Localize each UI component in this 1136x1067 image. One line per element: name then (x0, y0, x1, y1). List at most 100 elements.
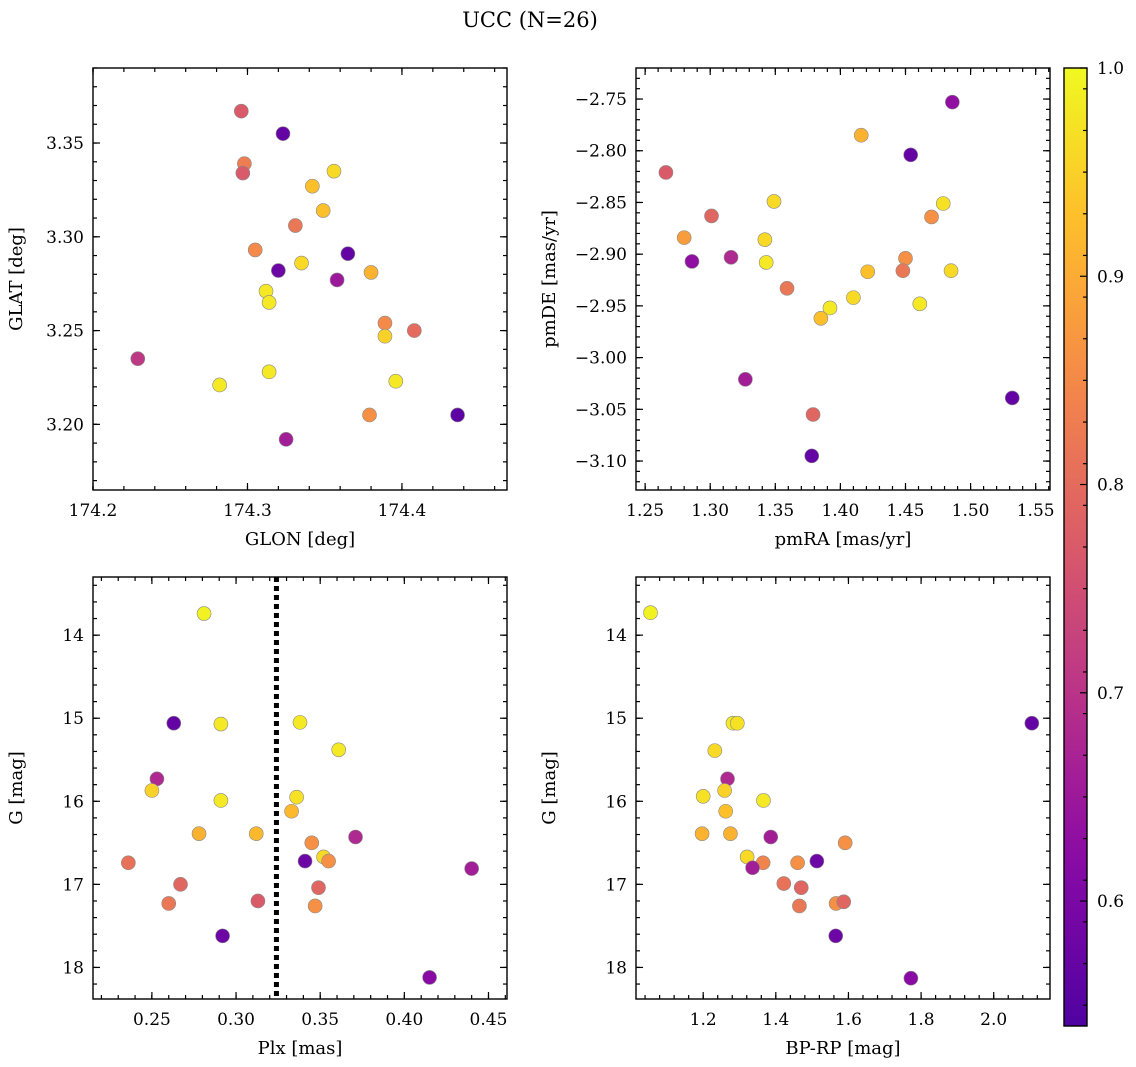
x-tick-label: 1.6 (835, 1010, 862, 1030)
x-tick-label: 0.35 (301, 1010, 339, 1030)
data-point (275, 126, 291, 141)
axes-frame (92, 576, 508, 1000)
data-point (248, 826, 264, 841)
data-point (853, 127, 869, 143)
data-point (718, 803, 734, 819)
data-point (191, 826, 207, 841)
data-point (793, 880, 809, 895)
data-point (809, 853, 825, 869)
data-point (340, 246, 356, 261)
data-point (213, 716, 229, 732)
data-point (326, 163, 342, 179)
data-point (813, 311, 829, 326)
data-point (377, 315, 393, 331)
x-tick-label: 0.25 (133, 1010, 171, 1030)
data-point (903, 147, 918, 163)
axes-frame (635, 576, 1051, 1000)
y-tick-label: −3.00 (575, 349, 627, 369)
data-point (161, 896, 177, 911)
data-point (694, 826, 710, 841)
x-tick-label: 174.3 (223, 501, 272, 521)
figure-title: UCC (N=26) (462, 8, 598, 32)
data-point (945, 94, 960, 110)
data-point (315, 203, 331, 218)
x-tick-label: 0.40 (385, 1010, 423, 1030)
data-point (271, 263, 286, 278)
x-tick-label: 174.2 (69, 501, 118, 521)
data-point (377, 328, 393, 344)
data-point (723, 826, 738, 841)
colorbar-tick-label: 1.0 (1097, 59, 1124, 79)
data-point (757, 232, 773, 247)
data-point (363, 265, 379, 280)
axes-frame (92, 67, 508, 491)
y-axis-label: G [mag] (539, 751, 560, 824)
colorbar-tick-label: 0.9 (1097, 267, 1124, 287)
data-point (779, 281, 795, 296)
y-tick-label: −2.75 (575, 90, 627, 110)
data-point (362, 407, 377, 423)
panel-cmd: 1.2 1.4 1.6 1.8 2.0 14 15 16 17 18 BP-RP [mag] G [m… (539, 576, 1051, 1059)
data-point (464, 861, 479, 876)
colorbar-gradient (1064, 68, 1087, 1026)
data-point (924, 209, 939, 225)
data-point (684, 254, 700, 269)
data-point (943, 263, 959, 279)
data-point (707, 743, 723, 758)
data-point (166, 715, 182, 731)
data-point (763, 829, 779, 845)
x-tick-label: 0.45 (470, 1010, 508, 1030)
y-tick-label: −2.85 (575, 193, 627, 213)
x-tick-label: 1.2 (690, 1010, 717, 1030)
data-point (307, 898, 323, 914)
data-point (407, 323, 422, 338)
y-tick-label: 3.20 (46, 415, 84, 435)
data-point (898, 251, 913, 266)
y-tick-label: 18 (605, 958, 627, 978)
x-tick-label: 174.4 (378, 501, 427, 521)
panels: 174.2 174.3 174.4 3.20 3.25 3.30 3.35 GLON [deg… (6, 67, 1055, 1059)
data-point (196, 606, 212, 621)
data-point (235, 165, 251, 181)
data-point (215, 928, 230, 944)
y-axis-label: G [mag] (6, 751, 27, 824)
data-point (895, 263, 911, 279)
y-tick-label: 15 (62, 709, 84, 729)
data-point (790, 855, 805, 871)
x-tick-label: 1.35 (756, 501, 794, 521)
panel-glon-glat: 174.2 174.3 174.4 3.20 3.25 3.30 3.35 GLON [deg… (6, 67, 508, 550)
x-axis-label: BP-RP [mag] (785, 1038, 900, 1059)
y-tick-label: 18 (62, 958, 84, 978)
data-point (144, 783, 160, 798)
colorbar-tick-label: 0.7 (1097, 684, 1124, 704)
data-point (331, 742, 347, 758)
y-axis-label: pmDE [mas/yr] (539, 210, 560, 348)
data-point (121, 855, 136, 871)
data-point (658, 165, 674, 180)
data-point (704, 208, 719, 224)
y-tick-label: −2.90 (575, 245, 627, 265)
data-point (388, 373, 404, 389)
data-point (292, 715, 308, 730)
data-point (311, 880, 326, 895)
data-point (1004, 390, 1020, 406)
data-point (756, 793, 771, 808)
y-tick-label: 3.25 (46, 322, 84, 342)
y-tick-label: −2.95 (575, 297, 627, 317)
x-tick-label: 1.25 (626, 501, 664, 521)
data-point (261, 295, 277, 310)
colorbar-tick-label: 0.8 (1097, 476, 1124, 496)
data-point (288, 218, 303, 233)
panel-pm: 1.25 1.30 1.35 1.40 1.45 1.50 1.55 −3.10 −3.05 −3… (539, 67, 1055, 550)
data-point (903, 970, 919, 986)
data-point (1024, 715, 1040, 731)
data-point (717, 783, 732, 798)
x-tick-label: 1.4 (762, 1010, 789, 1030)
data-point (321, 853, 336, 869)
x-axis-label: Plx [mas] (258, 1038, 343, 1059)
data-point (348, 829, 363, 845)
data-point (284, 803, 299, 819)
data-point (173, 877, 188, 892)
data-point (695, 789, 711, 804)
